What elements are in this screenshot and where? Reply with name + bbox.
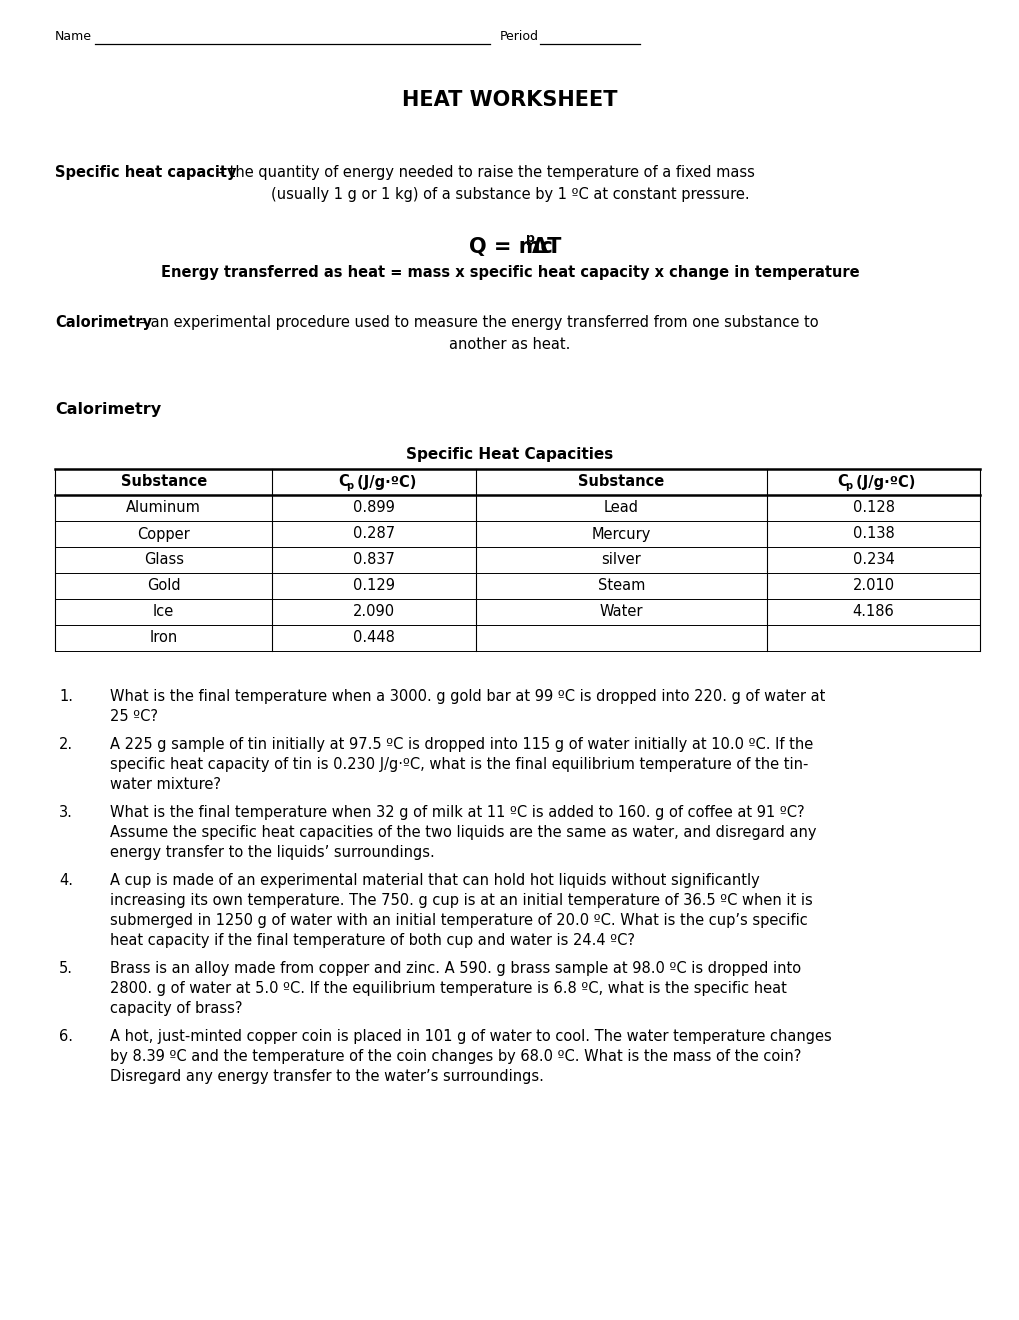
Text: Substance: Substance [120,474,207,490]
Text: HEAT WORKSHEET: HEAT WORKSHEET [401,90,618,110]
Text: specific heat capacity of tin is 0.230 J/g·ºC, what is the final equilibrium tem: specific heat capacity of tin is 0.230 J… [110,756,808,772]
Text: by 8.39 ºC and the temperature of the coin changes by 68.0 ºC. What is the mass : by 8.39 ºC and the temperature of the co… [110,1049,801,1064]
Text: Iron: Iron [150,631,177,645]
Text: Disregard any energy transfer to the water’s surroundings.: Disregard any energy transfer to the wat… [110,1069,543,1084]
Text: 0.448: 0.448 [353,631,394,645]
Text: 6.: 6. [59,1030,73,1044]
Text: 0.234: 0.234 [852,553,894,568]
Text: 0.287: 0.287 [353,527,394,541]
Text: What is the final temperature when 32 g of milk at 11 ºC is added to 160. g of c: What is the final temperature when 32 g … [110,805,804,820]
Text: 25 ºC?: 25 ºC? [110,709,158,723]
Text: 4.186: 4.186 [852,605,894,619]
Text: A hot, just-minted copper coin is placed in 101 g of water to cool. The water te: A hot, just-minted copper coin is placed… [110,1030,830,1044]
Text: C: C [337,474,348,490]
Text: 0.128: 0.128 [852,500,894,516]
Text: 5.: 5. [59,961,73,975]
Text: heat capacity if the final temperature of both cup and water is 24.4 ºC?: heat capacity if the final temperature o… [110,933,635,948]
Text: 0.129: 0.129 [353,578,394,594]
Text: Q = mc: Q = mc [469,238,552,257]
Text: Ice: Ice [153,605,174,619]
Text: 2800. g of water at 5.0 ºC. If the equilibrium temperature is 6.8 ºC, what is th: 2800. g of water at 5.0 ºC. If the equil… [110,981,786,997]
Text: – an experimental procedure used to measure the energy transferred from one subs: – an experimental procedure used to meas… [135,315,818,330]
Text: What is the final temperature when a 3000. g gold bar at 99 ºC is dropped into 2: What is the final temperature when a 300… [110,689,824,704]
Text: Specific heat capacity: Specific heat capacity [55,165,236,180]
Text: A 225 g sample of tin initially at 97.5 ºC is dropped into 115 g of water initia: A 225 g sample of tin initially at 97.5 … [110,737,812,752]
Text: Aluminum: Aluminum [126,500,201,516]
Text: Water: Water [599,605,643,619]
Text: Steam: Steam [597,578,645,594]
Text: Gold: Gold [147,578,180,594]
Text: Period: Period [499,30,538,44]
Text: silver: silver [601,553,641,568]
Text: energy transfer to the liquids’ surroundings.: energy transfer to the liquids’ surround… [110,845,434,861]
Text: water mixture?: water mixture? [110,777,221,792]
Text: 3.: 3. [59,805,73,820]
Text: A cup is made of an experimental material that can hold hot liquids without sign: A cup is made of an experimental materia… [110,873,759,888]
Text: Assume the specific heat capacities of the two liquids are the same as water, an: Assume the specific heat capacities of t… [110,825,815,840]
Text: 0.899: 0.899 [353,500,394,516]
Text: Calorimetry: Calorimetry [55,403,161,417]
Text: Name: Name [55,30,92,44]
Text: ΔT: ΔT [532,238,561,257]
Text: (J/g·ºC): (J/g·ºC) [352,474,416,490]
Text: p: p [845,480,852,491]
Text: capacity of brass?: capacity of brass? [110,1001,243,1016]
Text: 2.: 2. [59,737,73,752]
Text: Glass: Glass [144,553,183,568]
Text: (J/g·ºC): (J/g·ºC) [851,474,915,490]
Text: increasing its own temperature. The 750. g cup is at an initial temperature of 3: increasing its own temperature. The 750.… [110,894,812,908]
Text: 0.837: 0.837 [353,553,394,568]
Text: Calorimetry: Calorimetry [55,315,152,330]
Text: 4.: 4. [59,873,73,888]
Text: Substance: Substance [578,474,664,490]
Text: C: C [837,474,847,490]
Text: 1.: 1. [59,689,73,704]
Text: another as heat.: another as heat. [449,337,570,352]
Text: Specific Heat Capacities: Specific Heat Capacities [406,447,613,462]
Text: p: p [526,232,534,246]
Text: submerged in 1250 g of water with an initial temperature of 20.0 ºC. What is the: submerged in 1250 g of water with an ini… [110,913,807,928]
Text: 2.090: 2.090 [353,605,394,619]
Text: 2.010: 2.010 [852,578,894,594]
Text: Lead: Lead [603,500,639,516]
Text: Mercury: Mercury [591,527,650,541]
Text: Energy transferred as heat = mass x specific heat capacity x change in temperatu: Energy transferred as heat = mass x spec… [161,265,858,280]
Text: (usually 1 g or 1 kg) of a substance by 1 ºC at constant pressure.: (usually 1 g or 1 kg) of a substance by … [270,187,749,202]
Text: – the quantity of energy needed to raise the temperature of a fixed mass: – the quantity of energy needed to raise… [213,165,754,180]
Text: p: p [345,480,353,491]
Text: Copper: Copper [138,527,190,541]
Text: 0.138: 0.138 [852,527,894,541]
Text: Brass is an alloy made from copper and zinc. A 590. g brass sample at 98.0 ºC is: Brass is an alloy made from copper and z… [110,961,800,975]
